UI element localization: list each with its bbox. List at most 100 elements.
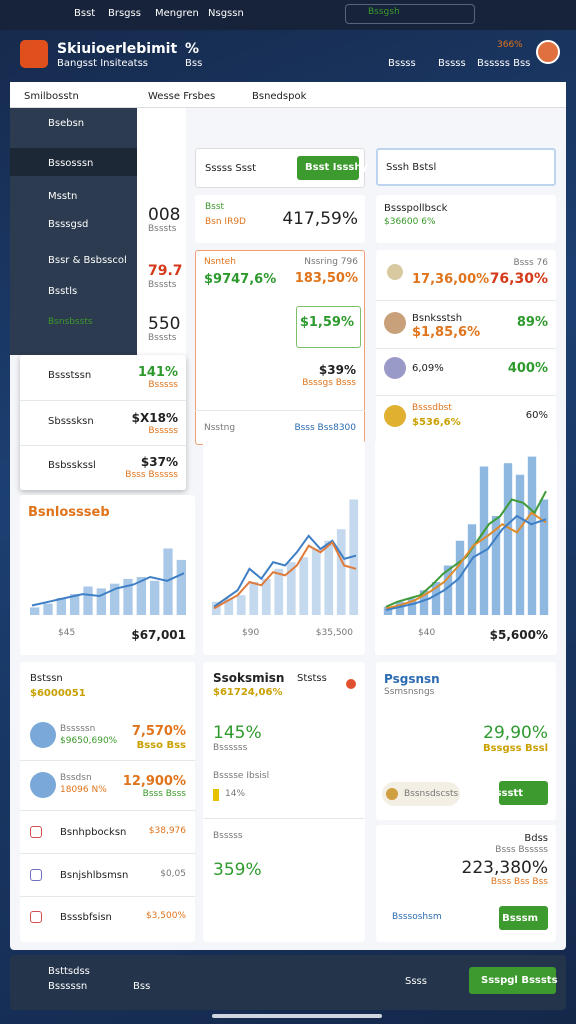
search-label[interactable]: Sssh Bstsl — [386, 162, 437, 173]
button-label[interactable]: Bsssm — [502, 913, 538, 924]
sidebar-select[interactable]: Bsebsn — [48, 118, 85, 129]
divider — [20, 853, 195, 854]
total: 223,380% — [461, 858, 548, 878]
sidebar-item[interactable]: Bsstls — [48, 286, 78, 297]
kpi-label: Bsst — [205, 202, 225, 212]
nav-item[interactable]: Mengren — [155, 8, 199, 19]
bar — [249, 582, 259, 615]
search-text[interactable]: Bssgsh — [368, 7, 400, 17]
bottom-button[interactable] — [469, 967, 556, 994]
mini-chart — [383, 456, 549, 615]
nav-item[interactable]: Nsgssn — [208, 8, 244, 19]
tab[interactable]: Bsnedspok — [252, 91, 307, 102]
button[interactable] — [499, 781, 548, 805]
list-card — [376, 250, 556, 445]
sidebar-item[interactable]: Msstn — [48, 191, 78, 202]
row-label: Bssstssn — [48, 370, 92, 381]
line — [213, 540, 357, 610]
row-value: 141% — [137, 365, 178, 380]
action-label[interactable]: Bsssss Bss — [477, 58, 531, 69]
bar — [70, 594, 80, 615]
bar — [299, 557, 309, 615]
section-value: 359% — [213, 860, 262, 880]
app-subtitle: Bangsst Insiteatss — [57, 58, 149, 69]
nav-item[interactable]: Brsgss — [108, 8, 141, 19]
focus-value: $9747,6% — [204, 272, 277, 287]
nav-item[interactable]: Bsst — [74, 8, 96, 19]
line — [385, 511, 547, 610]
row-note: Bsssss — [148, 380, 178, 390]
panel-header — [10, 82, 566, 108]
highlight-value: $1,59% — [299, 315, 354, 330]
search-button[interactable] — [297, 156, 359, 180]
link[interactable]: Bsssoshsm — [392, 912, 442, 922]
row-note: Bsssss — [148, 426, 178, 436]
footer-label: Nsstng — [204, 423, 236, 433]
stat-sub: Bss — [185, 58, 203, 69]
search-label: Sssss Ssst — [205, 163, 257, 174]
row-value: $3,500% — [145, 911, 186, 921]
button-label[interactable]: Bsst Issshy — [305, 162, 369, 173]
tag-note: Bsss Bsssss — [495, 845, 548, 855]
divider — [20, 760, 195, 761]
metric: 145% — [213, 723, 262, 743]
chip-label: Bssnsdscsts — [404, 789, 459, 799]
chart-card — [375, 440, 557, 655]
chart-footer: $67,001 — [131, 628, 186, 642]
highlight-box — [296, 306, 361, 348]
sidebar-item[interactable]: Bsnsbssts — [48, 317, 93, 327]
button-label[interactable]: Bssstt — [487, 788, 523, 799]
summary-label: Bsssts — [148, 333, 177, 343]
sidebar-item[interactable]: Bsssgsd — [48, 219, 89, 230]
row-label: Bsbsskssl — [48, 460, 96, 471]
button[interactable] — [499, 906, 548, 930]
stat: % — [185, 41, 200, 57]
row-note: Bsss Bsssss — [125, 470, 178, 480]
sidebar-item[interactable]: Bssosssn — [48, 158, 94, 169]
row-label: Sbsssksn — [48, 416, 94, 427]
footer-value: Bsss Bss8300 — [294, 423, 356, 433]
home-indicator — [212, 1014, 382, 1018]
sidebar-item[interactable]: Bssr & Bsbsscol — [48, 255, 127, 266]
bar — [236, 595, 246, 615]
metric-label: Bssssss — [213, 743, 248, 753]
bar — [43, 603, 53, 615]
logo — [20, 40, 48, 68]
profile-avatar[interactable] — [536, 40, 560, 64]
tab[interactable]: Wesse Frsbes — [148, 91, 216, 102]
line — [213, 534, 357, 608]
card-subtitle: Ssmsnsngs — [384, 687, 435, 697]
avatar — [387, 264, 403, 280]
divider — [203, 818, 365, 819]
action-label[interactable]: Bssss — [388, 58, 416, 69]
footer-subtitle: Bsssssn — [48, 981, 88, 992]
bar — [30, 607, 40, 615]
row-name: Bssdsn — [60, 773, 92, 783]
bar — [407, 598, 417, 615]
kpi-value: 417,59% — [282, 209, 358, 229]
divider — [20, 445, 186, 446]
footer-title: Bsttsdss — [48, 966, 90, 977]
footer-hint[interactable]: Ssss — [405, 976, 427, 987]
total-note: Bsss Bss Bss — [490, 877, 548, 887]
button-label[interactable]: Ssspgl Bsssts — [481, 975, 558, 986]
action-label[interactable]: Bssss — [438, 58, 466, 69]
row-sub: 18096 N% — [60, 785, 107, 795]
kpi-card — [195, 195, 365, 243]
chart-footer: $35,500 — [315, 628, 353, 638]
row-name: Bsnksstsh — [412, 313, 463, 324]
bar — [491, 516, 501, 615]
chart-title: Bsnlossseb — [28, 505, 110, 520]
progress-bar — [213, 789, 219, 801]
row-change: 76,30% — [489, 271, 548, 287]
row-name: Bsssssn — [60, 724, 96, 734]
summary-value: 79.7 — [148, 263, 183, 279]
search-box[interactable] — [345, 4, 475, 24]
mini-chart — [211, 499, 359, 615]
row-value: $38,976 — [148, 826, 186, 836]
row-value: $37% — [140, 455, 178, 469]
stats-card — [203, 662, 365, 942]
avatar — [384, 405, 406, 427]
divider — [376, 348, 556, 349]
row-change: 400% — [507, 361, 548, 376]
